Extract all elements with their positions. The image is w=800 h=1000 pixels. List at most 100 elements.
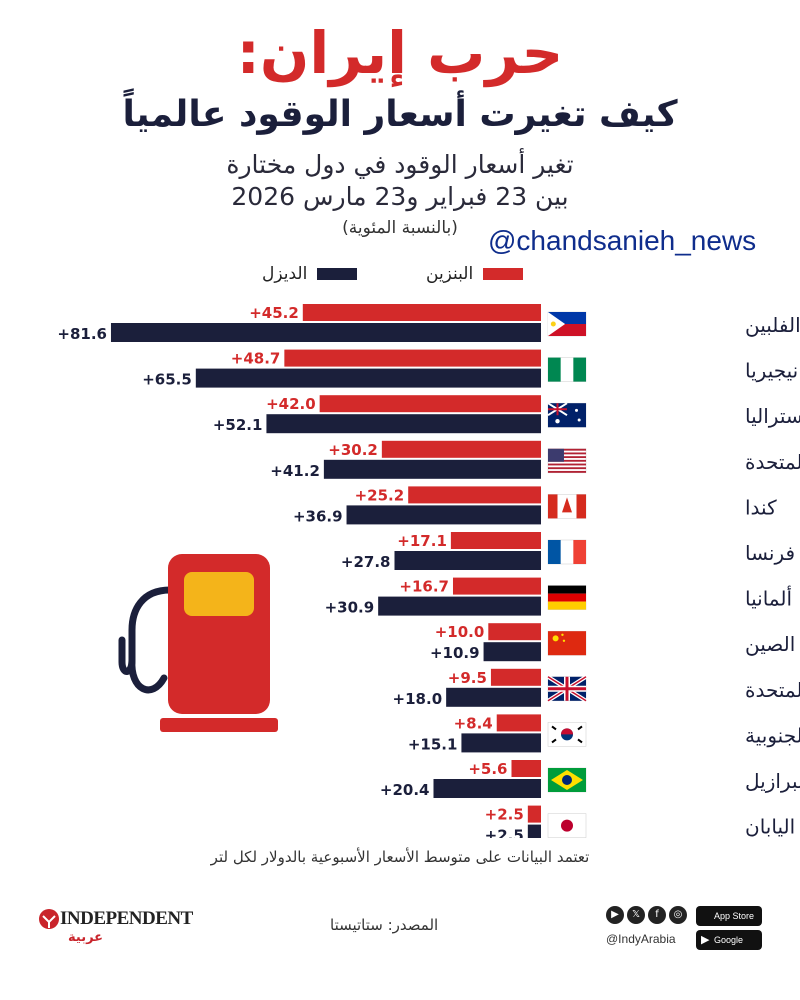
bar-petrol bbox=[488, 623, 541, 641]
bar-diesel bbox=[346, 505, 541, 525]
bar-petrol bbox=[511, 760, 541, 777]
social-handle[interactable]: @IndyArabia bbox=[606, 932, 676, 946]
bar-value-label-petrol: +2.5 bbox=[485, 806, 524, 824]
bar-value-label-diesel: +30.9 bbox=[325, 599, 375, 617]
bar-value-label-petrol: +45.2 bbox=[249, 304, 299, 322]
flag-philippines bbox=[547, 311, 587, 337]
legend-petrol-label: البنزين bbox=[426, 264, 474, 284]
instagram-icon[interactable]: ◎ bbox=[669, 906, 687, 924]
brand-name: INDEPENDENT bbox=[60, 908, 193, 929]
bar-value-label-petrol: +8.4 bbox=[454, 714, 493, 732]
bar-value-label-diesel: +20.4 bbox=[380, 781, 430, 799]
flag-japan bbox=[547, 813, 587, 838]
flag-france bbox=[547, 539, 587, 565]
x-icon[interactable]: 𝕏 bbox=[627, 906, 645, 924]
flag-germany bbox=[547, 585, 587, 610]
bar-value-label-petrol: +30.2 bbox=[328, 441, 378, 459]
bar-diesel bbox=[446, 687, 541, 707]
bar-petrol bbox=[496, 714, 541, 732]
bar-value-label-diesel: +27.8 bbox=[341, 553, 391, 571]
bar-petrol bbox=[302, 304, 541, 321]
chart-description-line1: تغير أسعار الوقود في دول مختارة bbox=[226, 150, 574, 179]
bar-value-label-petrol: +16.7 bbox=[399, 578, 449, 596]
bar-petrol bbox=[319, 395, 541, 413]
bar-value-label-petrol: +5.6 bbox=[468, 760, 507, 778]
social-icons: ▶ 𝕏 f ◎ bbox=[606, 906, 690, 926]
google-play-badge[interactable]: ▶ Google Play bbox=[696, 930, 762, 965]
country-label: ألمانيا bbox=[745, 586, 792, 611]
flag-australia bbox=[547, 402, 587, 428]
country-label: اليابان bbox=[745, 815, 795, 838]
bar-value-label-diesel: +65.5 bbox=[142, 371, 192, 389]
flag-brazil bbox=[547, 767, 587, 793]
country-label: البرازيل bbox=[745, 769, 800, 793]
bar-value-label-petrol: +25.2 bbox=[355, 486, 405, 504]
flag-south-korea bbox=[547, 722, 587, 747]
country-label: الولايات المتحدة bbox=[745, 450, 800, 474]
bar-diesel bbox=[195, 368, 541, 388]
play-icon: ▶ bbox=[701, 934, 710, 946]
bar-diesel bbox=[461, 733, 541, 753]
bar-diesel bbox=[527, 824, 541, 838]
chart-description-line2: بين 23 فبراير و23 مارس 2026 bbox=[231, 182, 569, 211]
flag-nigeria bbox=[547, 357, 587, 382]
bar-value-label-petrol: +9.5 bbox=[448, 669, 487, 687]
app-store-label: App Store bbox=[714, 911, 755, 921]
bar-petrol bbox=[452, 577, 541, 595]
bar-petrol bbox=[381, 440, 541, 458]
page-title: حرب إيران: bbox=[236, 19, 564, 87]
country-label: فرنسا bbox=[745, 541, 795, 565]
youtube-icon[interactable]: ▶ bbox=[606, 906, 624, 924]
bar-diesel bbox=[323, 459, 541, 479]
footnote: تعتمد البيانات على متوسط الأسعار الأسبوع… bbox=[210, 848, 590, 866]
legend-petrol-swatch bbox=[483, 268, 524, 280]
bar-diesel bbox=[110, 323, 541, 342]
bar-value-label-diesel: +2.5 bbox=[485, 827, 524, 838]
unit-note: (بالنسبة المئوية) bbox=[342, 218, 458, 238]
bar-value-label-petrol: +42.0 bbox=[266, 395, 316, 413]
flag-canada bbox=[547, 494, 587, 519]
eagle-icon bbox=[39, 909, 59, 929]
legend-diesel-swatch bbox=[317, 268, 358, 280]
facebook-icon[interactable]: f bbox=[648, 906, 666, 924]
country-label: نيجيريا bbox=[745, 359, 798, 383]
country-label: الصين bbox=[745, 632, 795, 656]
legend-diesel-label: الديزل bbox=[262, 264, 308, 284]
legend-diesel: الديزل bbox=[262, 262, 358, 286]
bar-diesel bbox=[433, 779, 541, 798]
bar-value-label-petrol: +48.7 bbox=[231, 350, 281, 368]
google-play-label: Google Play bbox=[714, 935, 744, 965]
brand-arabic: عربية bbox=[68, 930, 104, 945]
bar-value-label-petrol: +10.0 bbox=[435, 623, 485, 641]
bar-diesel bbox=[483, 642, 541, 662]
bar-value-label-diesel: +18.0 bbox=[393, 690, 443, 708]
bar-petrol bbox=[284, 349, 541, 367]
bar-value-label-diesel: +10.9 bbox=[430, 644, 480, 662]
bar-diesel bbox=[266, 414, 541, 434]
bar-value-label-petrol: +17.1 bbox=[397, 532, 447, 550]
bar-diesel bbox=[394, 551, 541, 570]
bar-value-label-diesel: +52.1 bbox=[213, 416, 263, 434]
legend-petrol: البنزين bbox=[426, 262, 524, 286]
bar-petrol bbox=[450, 532, 541, 549]
bar-value-label-diesel: +15.1 bbox=[408, 735, 458, 753]
bar-petrol bbox=[527, 805, 541, 823]
fuel-price-bar-chart: +45.2+81.6 الفلبين+48.7+65.5 نيجيريا+42.0+… bbox=[57, 304, 800, 838]
country-label: المملكة المتحدة bbox=[745, 678, 800, 702]
flag-usa bbox=[547, 448, 587, 474]
country-label: الفلبين bbox=[745, 313, 800, 337]
bar-diesel bbox=[378, 596, 541, 616]
bar-petrol bbox=[490, 668, 541, 686]
flag-china bbox=[547, 630, 587, 656]
country-label: كوريا الجنوبية bbox=[745, 723, 800, 747]
source: المصدر: ستاتيستا bbox=[330, 916, 439, 934]
bar-value-label-diesel: +36.9 bbox=[293, 507, 343, 525]
fuel-pump-illustration bbox=[118, 554, 278, 732]
bar-petrol bbox=[408, 486, 541, 504]
country-label: كندا bbox=[745, 495, 777, 519]
flag-uk bbox=[546, 675, 588, 703]
independent-arabia-logo: INDEPENDENT عربية bbox=[38, 906, 198, 956]
watermark: @chandsanieh_news bbox=[484, 224, 761, 258]
app-store-badge[interactable]: App Store bbox=[696, 906, 762, 926]
country-label: أستراليا bbox=[745, 403, 800, 428]
